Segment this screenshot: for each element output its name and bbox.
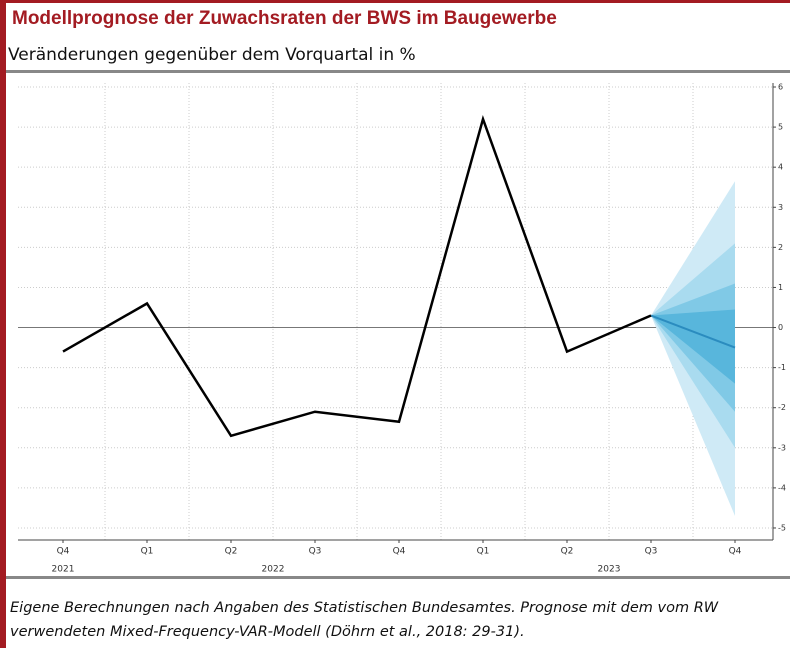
plot-area: 6 5 4 3 2 1 0 -1 -2 -3 -4 -5 Q4 Q1 Q2 Q3 Q4 Q1 Q2 Q3 Q4 2021 2… [18, 83, 786, 575]
year-label: 2021 [52, 565, 75, 575]
y-tick-label: 0 [778, 323, 783, 332]
x-tick-label: Q4 [57, 547, 70, 557]
y-tick-label: 6 [778, 83, 783, 92]
x-tick-label: Q1 [141, 547, 154, 557]
data-line [62, 114, 652, 438]
y-tick-label: 5 [778, 123, 783, 132]
x-tick-label: Q1 [477, 547, 490, 557]
separator [6, 70, 790, 73]
y-tick-label: -1 [778, 363, 786, 372]
year-label: 2023 [598, 565, 621, 575]
y-tick-label: 3 [778, 203, 783, 212]
x-tick-label: Q3 [309, 547, 322, 557]
y-tick-label: 1 [778, 283, 783, 292]
y-tick-label: -5 [778, 523, 786, 532]
left-border [0, 0, 6, 648]
y-tick-label: -4 [778, 483, 786, 492]
x-tick-label: Q2 [225, 547, 238, 557]
chart-title: Modellprognose der Zuwachsraten der BWS … [12, 8, 557, 29]
separator [6, 576, 790, 579]
y-tick-label: 2 [778, 243, 783, 252]
chart-subtitle: Veränderungen gegenüber dem Vorquartal i… [8, 45, 416, 65]
forecast-band [651, 309, 735, 384]
footnote: Eigene Berechnungen nach Angaben des Sta… [10, 600, 719, 616]
x-tick-label: Q4 [393, 547, 406, 557]
y-tick-label: -2 [778, 403, 786, 412]
y-tick-label: 4 [778, 163, 783, 172]
year-label: 2022 [262, 565, 285, 575]
forecast-center [650, 314, 736, 349]
x-tick-label: Q3 [645, 547, 658, 557]
top-border [0, 0, 790, 3]
x-tick-label: Q4 [729, 547, 742, 557]
footnote: verwendeten Mixed-Frequency-VAR-Modell (… [10, 624, 525, 640]
x-tick-label: Q2 [561, 547, 574, 557]
y-tick-label: -3 [778, 443, 786, 452]
